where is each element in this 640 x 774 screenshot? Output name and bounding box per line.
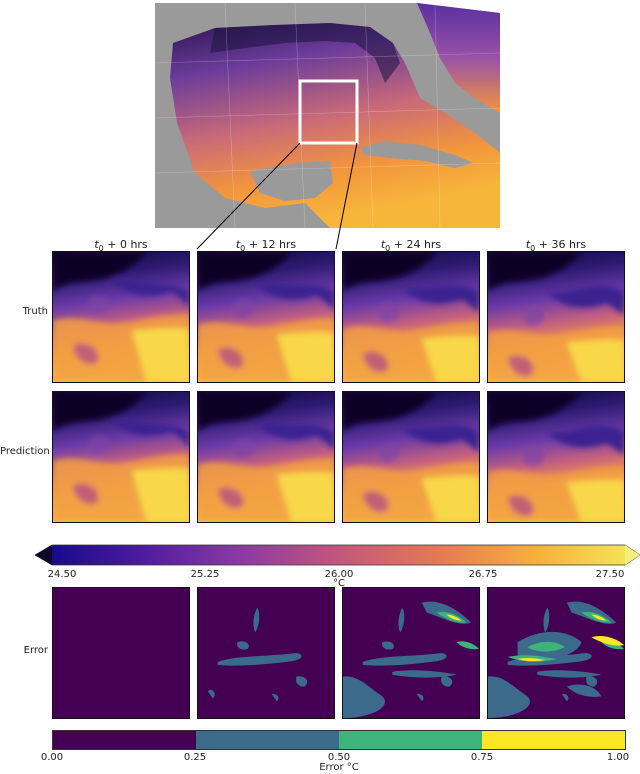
row-label-prediction: Prediction (0, 446, 50, 457)
truth-panel-0 (52, 251, 190, 383)
truth-panel-3 (487, 251, 625, 383)
northern-cold-band (210, 23, 400, 83)
gulf-map (154, 2, 501, 229)
prediction-panel-2 (342, 391, 480, 523)
error-colorbar-label: Error °C (319, 762, 359, 773)
error-bin-3 (482, 731, 625, 749)
colorbar-extend-low (35, 545, 52, 565)
temp-tick-2: 26.00 (324, 569, 354, 580)
colorbar-extend-high (625, 545, 640, 565)
gulf-water (170, 23, 500, 228)
row-label-error: Error (23, 645, 48, 656)
column-title-1: t0 + 12 hrs (235, 238, 297, 254)
err-tick-0: 0.00 (40, 752, 64, 763)
zoom-region-box (298, 79, 359, 145)
prediction-panel-3 (487, 391, 625, 523)
gulf-map-svg (154, 2, 501, 229)
temp-tick-0: 24.50 (47, 569, 77, 580)
truth-panel-1 (197, 251, 335, 383)
error-panel-2 (342, 587, 480, 719)
truth-panel-2 (342, 251, 480, 383)
temperature-colorbar (35, 544, 640, 566)
column-title-2: t0 + 24 hrs (380, 238, 442, 254)
err-tick-2: 0.50 (327, 752, 351, 763)
yucatan-land (250, 161, 333, 201)
error-panel-1 (197, 587, 335, 719)
temp-tick-4: 27.50 (595, 569, 625, 580)
error-panel-3 (487, 587, 625, 719)
err-tick-1: 0.25 (183, 752, 207, 763)
error-bin-2 (339, 731, 482, 749)
column-title-3: t0 + 36 hrs (525, 238, 587, 254)
err-tick-3: 0.75 (470, 752, 494, 763)
prediction-panel-0 (52, 391, 190, 523)
cuba-land (360, 141, 473, 168)
row-label-truth: Truth (22, 306, 48, 317)
error-colorbar (52, 730, 626, 750)
connector-left (196, 142, 301, 250)
prediction-panel-1 (197, 391, 335, 523)
florida-land (387, 18, 445, 103)
err-tick-4: 1.00 (606, 752, 630, 763)
error-bin-1 (196, 731, 339, 749)
temp-tick-1: 25.25 (190, 569, 220, 580)
error-panel-0 (52, 587, 190, 719)
temp-tick-3: 26.75 (468, 569, 498, 580)
column-title-0: t0 + 0 hrs (94, 238, 148, 254)
temperature-colorbar-bar (35, 544, 640, 566)
atlantic-water (417, 3, 500, 113)
error-bin-0 (53, 731, 196, 749)
connector-right (335, 142, 358, 250)
temp-unit-label: °C (333, 578, 345, 589)
